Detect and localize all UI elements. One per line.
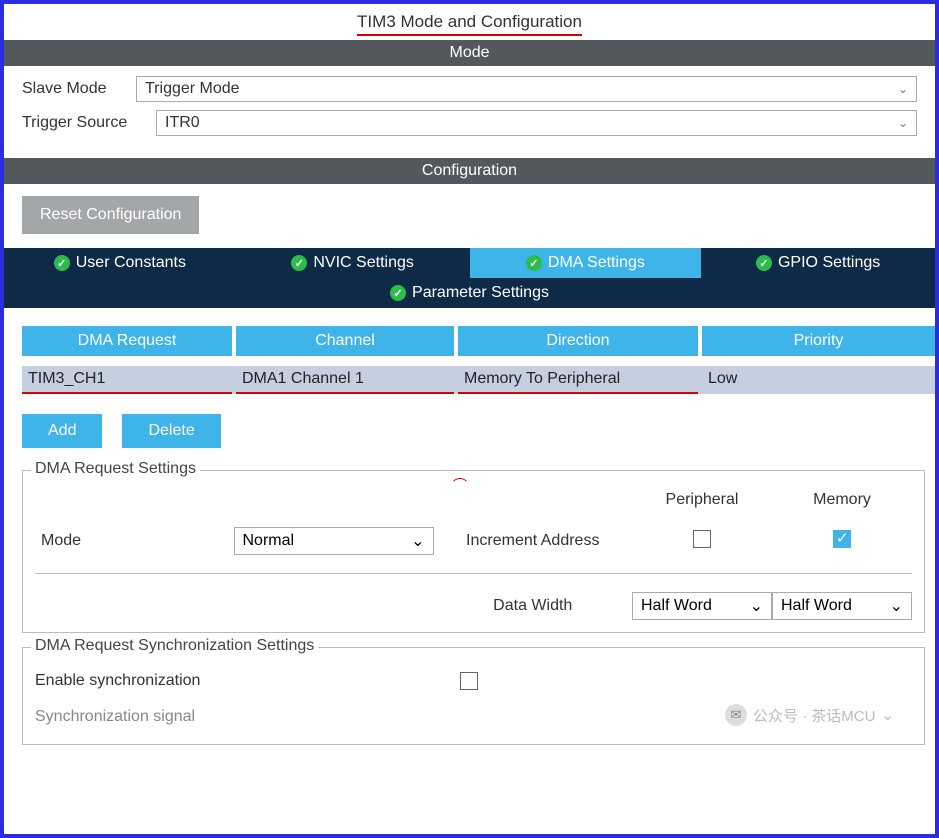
config-section-header: Configuration	[4, 158, 935, 184]
chevron-down-icon: ⌄	[411, 531, 424, 551]
group-legend: DMA Request Settings	[31, 460, 200, 478]
memory-width-value: Half Word	[781, 597, 852, 615]
tabs-row: ✓ User Constants ✓ NVIC Settings ✓ DMA S…	[4, 248, 935, 278]
cell-request: TIM3_CH1	[22, 366, 232, 394]
col-header-priority: Priority	[702, 326, 935, 356]
tab-label: User Constants	[76, 254, 186, 272]
table-row[interactable]: TIM3_CH1 DMA1 Channel 1 Memory To Periph…	[22, 366, 935, 394]
memory-increment-checkbox[interactable]	[833, 530, 851, 548]
table-header-row: DMA Request Channel Direction Priority	[22, 326, 935, 356]
tab-gpio-settings[interactable]: ✓ GPIO Settings	[702, 248, 935, 278]
watermark: ✉ 公众号 · 茶话MCU ⌄	[725, 704, 894, 726]
peripheral-header: Peripheral	[632, 491, 772, 509]
dma-buttons: Add Delete	[4, 394, 935, 448]
tab-label: NVIC Settings	[313, 254, 413, 272]
window-title: TIM3 Mode and Configuration	[357, 12, 582, 36]
chevron-down-icon: ⌄	[890, 596, 903, 616]
group-legend: DMA Request Synchronization Settings	[31, 637, 318, 655]
tab-label: DMA Settings	[548, 254, 645, 272]
check-icon: ✓	[291, 255, 307, 271]
dma-sync-settings-group: DMA Request Synchronization Settings Ena…	[22, 647, 925, 745]
tab-nvic-settings[interactable]: ✓ NVIC Settings	[237, 248, 470, 278]
trigger-source-combo[interactable]: ITR0 ⌄	[156, 110, 917, 136]
peripheral-increment-checkbox[interactable]	[693, 530, 711, 548]
tab-dma-settings[interactable]: ✓ DMA Settings	[470, 248, 703, 278]
enable-sync-checkbox[interactable]	[460, 672, 478, 690]
config-section: Reset Configuration ✓ User Constants ✓ N…	[4, 184, 935, 745]
chevron-down-icon: ⌄	[881, 706, 894, 724]
tab-label: Parameter Settings	[412, 284, 549, 302]
cell-direction: Memory To Peripheral	[458, 366, 698, 394]
increment-address-label: Increment Address	[434, 532, 633, 550]
col-header-channel: Channel	[236, 326, 454, 356]
check-icon: ✓	[526, 255, 542, 271]
mode-combo-value: Normal	[243, 532, 295, 550]
trigger-source-value: ITR0	[165, 114, 200, 132]
watermark-text: 公众号 · 茶话MCU	[753, 705, 876, 726]
mode-section: Slave Mode Trigger Mode ⌄ Trigger Source…	[4, 66, 935, 158]
enable-sync-label: Enable synchronization	[35, 672, 200, 690]
window-title-bar: TIM3 Mode and Configuration	[4, 4, 935, 40]
delete-button[interactable]: Delete	[122, 414, 220, 448]
memory-header: Memory	[772, 491, 912, 509]
peripheral-width-value: Half Word	[641, 597, 712, 615]
cell-priority: Low	[702, 366, 935, 394]
add-button[interactable]: Add	[22, 414, 102, 448]
mode-section-header: Mode	[4, 40, 935, 66]
peripheral-width-combo[interactable]: Half Word ⌄	[632, 592, 772, 620]
annotation-mark: ⌒	[453, 475, 467, 495]
data-width-label: Data Width	[434, 597, 633, 615]
trigger-source-label: Trigger Source	[22, 114, 150, 132]
mode-combo[interactable]: Normal ⌄	[234, 527, 434, 555]
reset-configuration-button[interactable]: Reset Configuration	[22, 196, 199, 234]
check-icon: ✓	[756, 255, 772, 271]
cell-priority-value: Low	[708, 370, 737, 387]
tab-label: GPIO Settings	[778, 254, 880, 272]
col-header-request: DMA Request	[22, 326, 232, 356]
trigger-source-row: Trigger Source ITR0 ⌄	[22, 110, 917, 136]
check-icon: ✓	[390, 285, 406, 301]
tab-parameter-settings[interactable]: ✓ Parameter Settings	[4, 278, 935, 308]
col-header-direction: Direction	[458, 326, 698, 356]
slave-mode-value: Trigger Mode	[145, 80, 240, 98]
mode-label: Mode	[35, 532, 234, 550]
chevron-down-icon: ⌄	[750, 596, 763, 616]
chevron-down-icon: ⌄	[898, 116, 908, 130]
dma-table: DMA Request Channel Direction Priority T…	[4, 308, 935, 394]
slave-mode-combo[interactable]: Trigger Mode ⌄	[136, 76, 917, 102]
config-window: TIM3 Mode and Configuration Mode Slave M…	[0, 0, 939, 838]
tab-user-constants[interactable]: ✓ User Constants	[4, 248, 237, 278]
slave-mode-row: Slave Mode Trigger Mode ⌄	[22, 76, 917, 102]
chevron-down-icon: ⌄	[898, 82, 908, 96]
wechat-icon: ✉	[725, 704, 747, 726]
slave-mode-label: Slave Mode	[22, 80, 130, 98]
cell-channel: DMA1 Channel 1	[236, 366, 454, 394]
dma-request-settings-group: DMA Request Settings ⌒ Peripheral Memory…	[22, 470, 925, 633]
check-icon: ✓	[54, 255, 70, 271]
memory-width-combo[interactable]: Half Word ⌄	[772, 592, 912, 620]
